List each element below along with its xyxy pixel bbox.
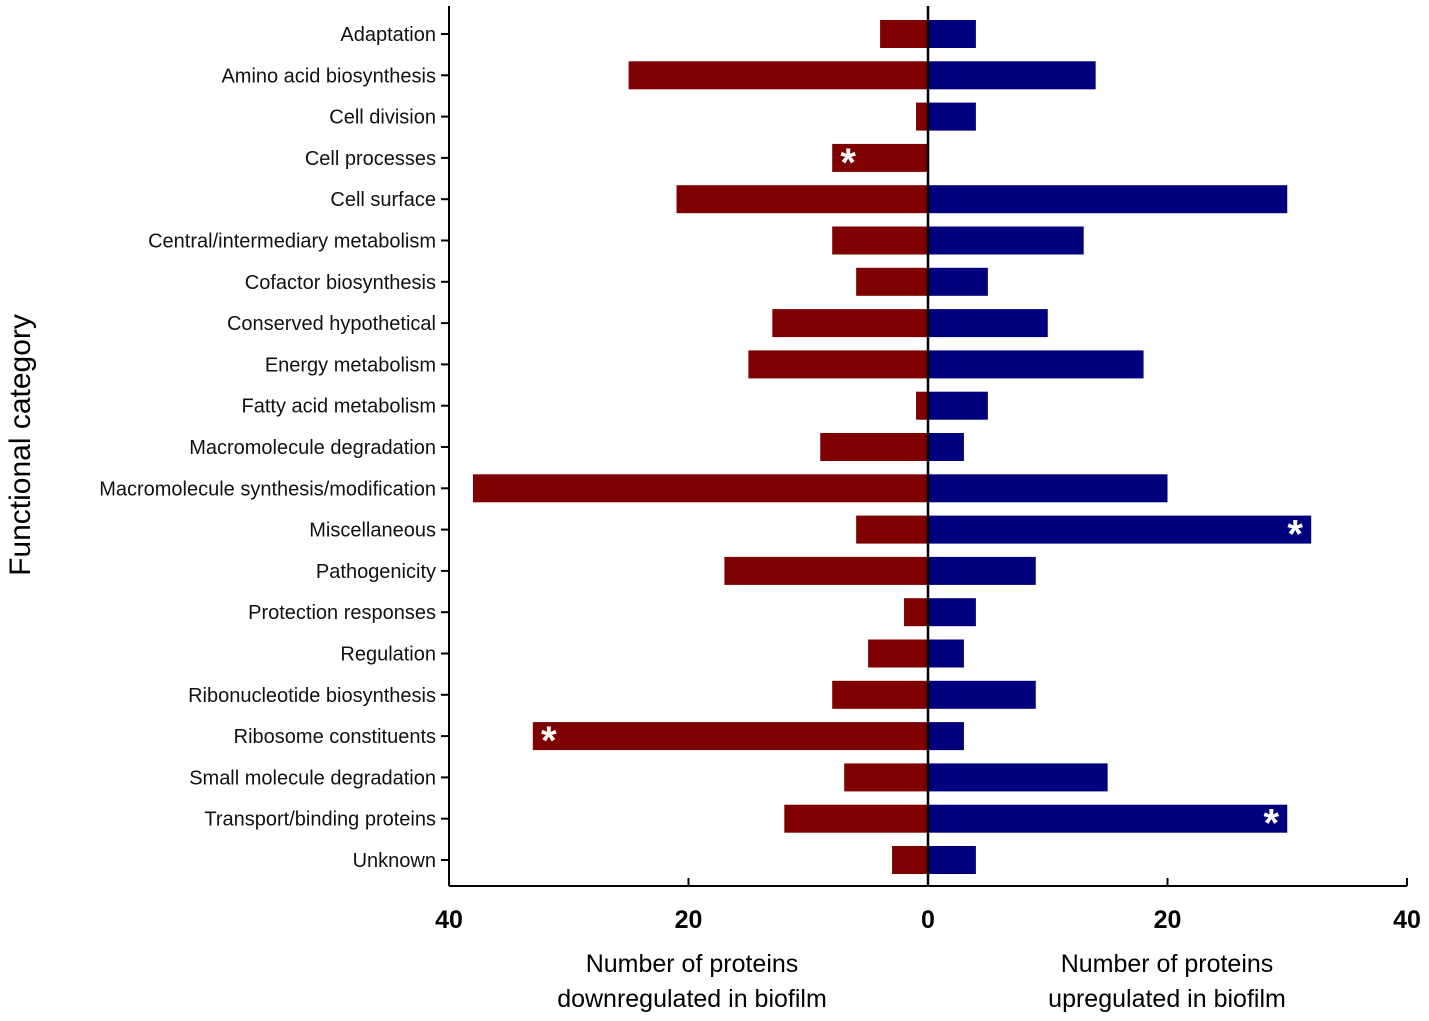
category-label: Cofactor biosynthesis	[245, 272, 436, 294]
category-label: Unknown	[353, 850, 436, 872]
bar-down	[880, 20, 928, 48]
bar-down	[784, 804, 928, 833]
bar-up	[928, 515, 1312, 544]
bar-down	[832, 143, 928, 172]
bar-up	[928, 61, 1096, 90]
significance-star: *	[541, 719, 557, 763]
category-label: Ribonucleotide biosynthesis	[188, 685, 436, 707]
category-label: Amino acid biosynthesis	[221, 65, 436, 87]
bar-down	[724, 556, 928, 585]
category-label: Small molecule degradation	[189, 767, 436, 789]
bar-down	[532, 722, 928, 751]
bar-down	[856, 267, 928, 296]
bar-down	[772, 309, 928, 338]
bar-up	[928, 598, 976, 627]
category-label: Miscellaneous	[309, 520, 436, 542]
bar-up	[928, 556, 1036, 585]
category-label: Cell surface	[330, 189, 436, 211]
category-label: Adaptation	[340, 24, 436, 46]
bar-up	[928, 722, 964, 751]
labels-layer: Adaptation Amino acid biosynthesis Cell di…	[99, 24, 1421, 1013]
x-axis-title-right: Number of proteins	[1061, 950, 1274, 978]
category-label: Cell division	[329, 107, 436, 129]
x-tick-label: 0	[921, 906, 935, 934]
bar-up	[928, 474, 1168, 503]
category-label: Transport/binding proteins	[204, 809, 436, 831]
x-tick-label: 40	[435, 906, 463, 934]
bar-down	[676, 185, 928, 214]
bar-up	[928, 763, 1108, 792]
category-label: Ribosome constituents	[234, 726, 436, 748]
bar-down	[820, 433, 928, 461]
bar-up	[928, 350, 1144, 379]
bar-down	[916, 391, 928, 420]
bar-down	[844, 763, 928, 792]
bar-down	[472, 474, 928, 503]
x-tick-label: 40	[1393, 906, 1421, 934]
bar-up	[928, 680, 1036, 709]
bar-down	[904, 598, 928, 627]
category-label: Conserved hypothetical	[227, 313, 436, 335]
bar-up	[928, 309, 1048, 338]
x-tick-label: 20	[675, 906, 703, 934]
x-axis-title-right: upregulated in biofilm	[1048, 985, 1286, 1013]
bar-down	[628, 61, 928, 90]
category-label: Macromolecule synthesis/modification	[99, 478, 436, 500]
bar-up	[928, 102, 976, 131]
category-label: Cell processes	[305, 148, 436, 170]
bar-up	[928, 846, 976, 874]
category-label: Pathogenicity	[316, 561, 436, 583]
x-axis-title-left: Number of proteins	[586, 950, 799, 978]
bar-up	[928, 391, 988, 420]
bar-down	[748, 350, 928, 379]
bar-down	[832, 226, 928, 255]
category-label: Regulation	[340, 644, 436, 666]
bar-up	[928, 267, 988, 296]
bar-up	[928, 639, 964, 668]
y-axis-title: Functional category	[4, 314, 37, 576]
bar-up	[928, 804, 1288, 833]
axes-layer	[441, 6, 1408, 887]
bar-up	[928, 185, 1288, 214]
category-label: Protection responses	[248, 602, 436, 624]
bar-down	[832, 680, 928, 709]
x-axis-title-left: downregulated in biofilm	[557, 985, 827, 1013]
bar-up	[928, 433, 964, 461]
category-label: Macromolecule degradation	[189, 437, 436, 459]
bars-layer	[472, 20, 1312, 874]
category-label: Central/intermediary metabolism	[148, 231, 436, 253]
bar-down	[916, 102, 928, 131]
bar-up	[928, 20, 976, 48]
bar-down	[856, 515, 928, 544]
significance-star: *	[1287, 513, 1303, 557]
significance-star: *	[1263, 802, 1279, 846]
category-label: Energy metabolism	[265, 354, 436, 376]
bar-down	[868, 639, 928, 668]
bar-up	[928, 226, 1084, 255]
category-label: Fatty acid metabolism	[241, 396, 436, 418]
bar-down	[892, 846, 928, 874]
x-tick-label: 20	[1154, 906, 1182, 934]
significance-star: *	[840, 141, 856, 185]
